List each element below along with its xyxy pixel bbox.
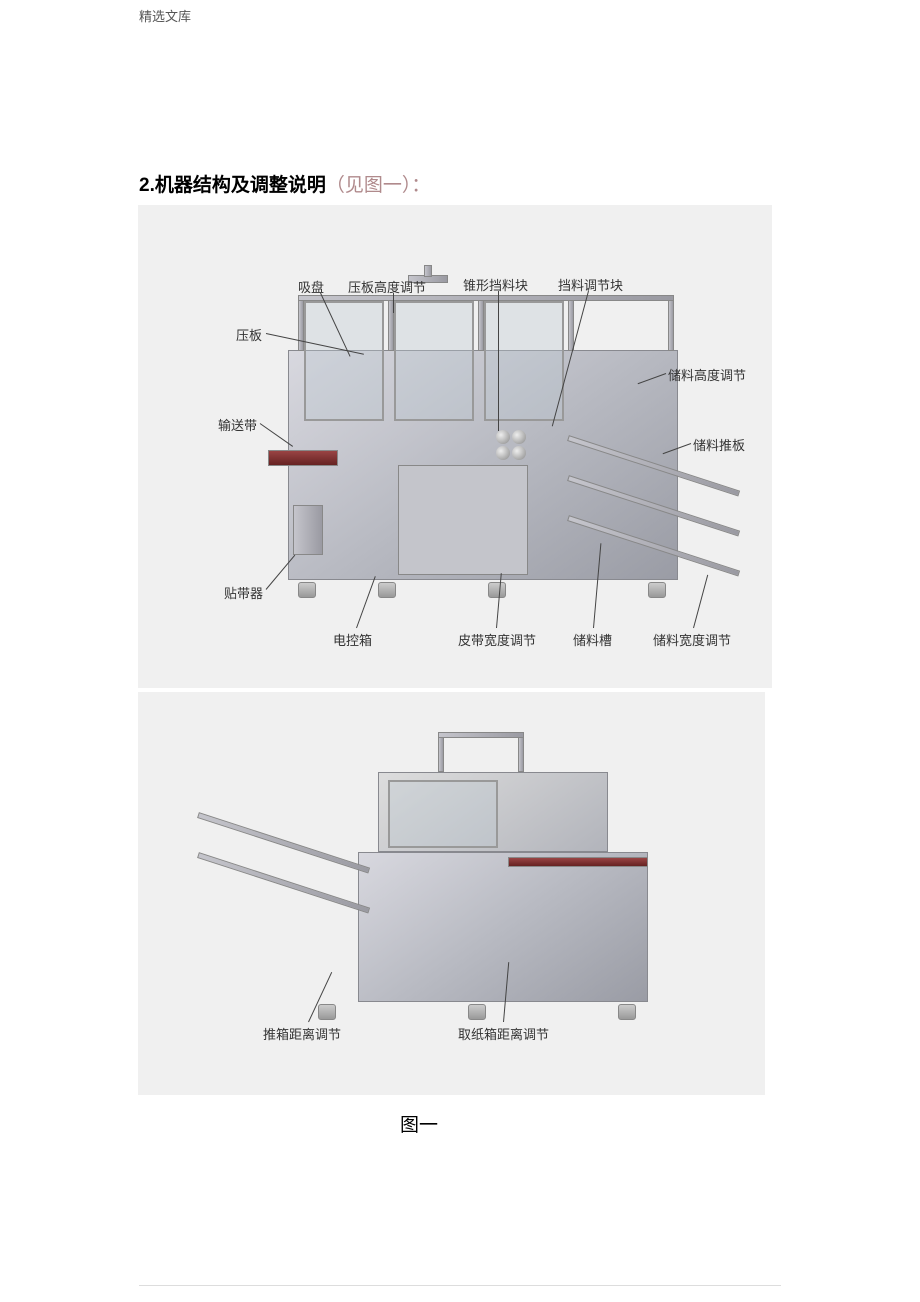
section-heading: 2.机器结构及调整说明（见图一）： bbox=[139, 170, 430, 197]
leader-line bbox=[693, 575, 708, 628]
page-header: 精选文库 bbox=[139, 6, 191, 25]
label-pidai-kuandu: 皮带宽度调节 bbox=[458, 630, 536, 649]
caption-text: 图一 bbox=[400, 1115, 438, 1136]
header-text: 精选文库 bbox=[139, 9, 191, 24]
label-chuliao-kuandu: 储料宽度调节 bbox=[653, 630, 731, 649]
frame-post bbox=[438, 732, 444, 772]
conveyor-exit bbox=[508, 857, 648, 867]
control-box-panel bbox=[398, 465, 528, 575]
label-quzhixiang-juli: 取纸箱距离调节 bbox=[458, 1024, 549, 1043]
label-zhuixing: 锥形挡料块 bbox=[463, 275, 528, 294]
page-footer-rule bbox=[139, 1285, 781, 1286]
machine-body-rear bbox=[358, 852, 648, 1002]
figure-panel-1: 吸盘 压板高度调节 锥形挡料块 挡料调节块 压板 输送带 贴带器 储料高度调节 … bbox=[138, 205, 772, 688]
label-yaban-gaodu: 压板高度调节 bbox=[348, 277, 426, 296]
leader-line bbox=[356, 576, 376, 628]
storage-trough bbox=[568, 435, 768, 575]
section-number: 2. bbox=[139, 175, 155, 196]
machine-foot bbox=[468, 1004, 486, 1020]
label-diankongxiang: 电控箱 bbox=[333, 630, 372, 649]
figure-panel-2: 推箱距离调节 取纸箱距离调节 bbox=[138, 692, 765, 1095]
roller bbox=[512, 430, 526, 444]
label-chuliao-gaodu: 储料高度调节 bbox=[668, 365, 746, 384]
conveyor-belt bbox=[268, 450, 338, 466]
figure-caption: 图一 bbox=[400, 1110, 438, 1137]
press-rod bbox=[424, 265, 432, 277]
label-tuixiang-juli: 推箱距离调节 bbox=[263, 1024, 341, 1043]
machine-foot bbox=[488, 582, 506, 598]
label-dangliao-tiaojie: 挡料调节块 bbox=[558, 275, 623, 294]
machine-foot bbox=[298, 582, 316, 598]
label-yaban: 压板 bbox=[236, 325, 262, 344]
machine-foot bbox=[318, 1004, 336, 1020]
section-title: 机器结构及调整说明 bbox=[155, 175, 326, 196]
leader-line bbox=[393, 293, 394, 313]
roller bbox=[512, 446, 526, 460]
guard-glass bbox=[484, 301, 564, 421]
frame-top bbox=[438, 732, 524, 738]
frame-post bbox=[668, 295, 674, 351]
roller bbox=[496, 430, 510, 444]
machine-foot bbox=[618, 1004, 636, 1020]
guard-glass bbox=[304, 301, 384, 421]
label-chuliaocao: 储料槽 bbox=[573, 630, 612, 649]
machine-foot bbox=[378, 582, 396, 598]
frame-post bbox=[518, 732, 524, 772]
label-tiedaiqi: 贴带器 bbox=[224, 583, 263, 602]
label-shusongdai: 输送带 bbox=[218, 415, 257, 434]
guard-glass bbox=[394, 301, 474, 421]
tape-dispenser bbox=[293, 505, 323, 555]
section-reference: （见图一）： bbox=[326, 175, 431, 196]
label-chuliao-tuiban: 储料推板 bbox=[693, 435, 745, 454]
guard-glass bbox=[388, 780, 498, 848]
roller bbox=[496, 446, 510, 460]
leader-line bbox=[498, 291, 499, 431]
machine-foot bbox=[648, 582, 666, 598]
